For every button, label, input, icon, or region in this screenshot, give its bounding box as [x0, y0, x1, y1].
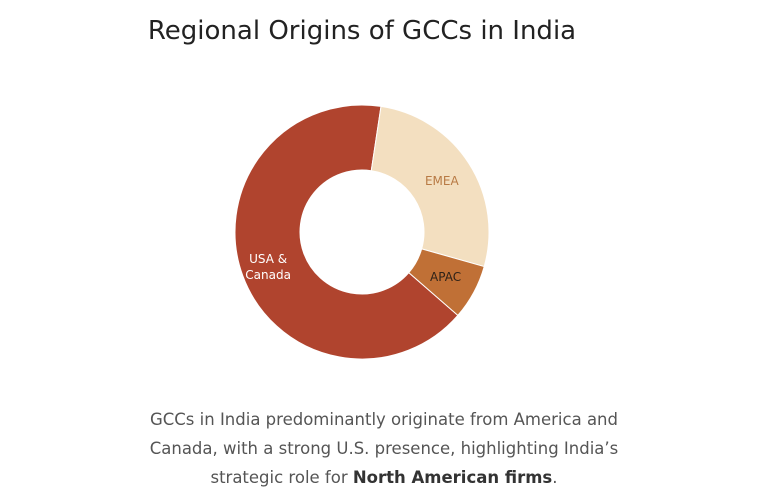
- chart-title: Regional Origins of GCCs in India: [147, 16, 577, 46]
- donut-slice: [370, 105, 490, 268]
- slice-label: EMEA: [424, 173, 459, 188]
- donut-slice: [408, 248, 485, 317]
- caption-bold: North American firms: [352, 468, 553, 487]
- donut-slice: [234, 104, 459, 360]
- caption-end: .: [552, 468, 558, 487]
- slice-label: APAC: [430, 270, 462, 285]
- caption-text: GCCs in India predominantly originate fr…: [149, 410, 619, 487]
- chart: [234, 104, 490, 360]
- slice-label: USA & Canada: [245, 251, 291, 282]
- caption: GCCs in India predominantly originate fr…: [134, 405, 634, 492]
